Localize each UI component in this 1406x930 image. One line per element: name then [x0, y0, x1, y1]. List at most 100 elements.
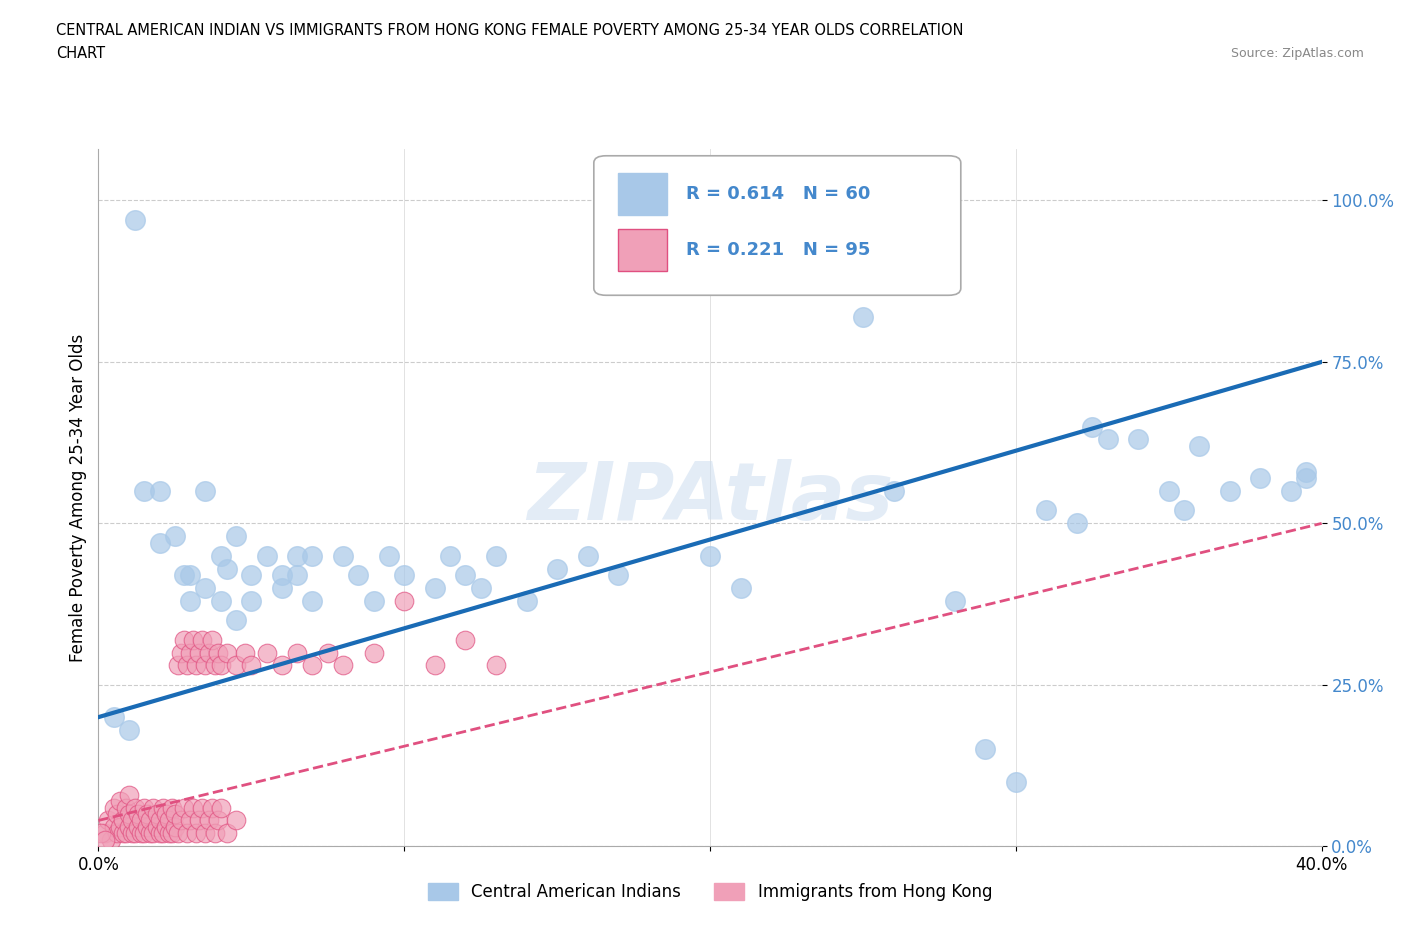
Point — [103, 819, 125, 834]
Point — [134, 800, 156, 815]
Point — [1188, 438, 1211, 453]
Point — [439, 549, 461, 564]
Point — [423, 580, 446, 595]
Point — [136, 806, 159, 821]
Point — [136, 819, 159, 834]
Point — [204, 826, 226, 841]
Point — [285, 567, 308, 582]
Point — [170, 813, 193, 828]
Point — [332, 549, 354, 564]
Point — [124, 826, 146, 841]
Point — [105, 826, 128, 841]
Point — [301, 658, 323, 673]
Point — [127, 806, 149, 821]
Point — [105, 806, 128, 821]
Point — [1249, 471, 1271, 485]
Point — [173, 800, 195, 815]
Point — [139, 826, 162, 841]
Point — [134, 484, 156, 498]
Point — [207, 645, 229, 660]
Point — [943, 593, 966, 608]
Text: Source: ZipAtlas.com: Source: ZipAtlas.com — [1230, 46, 1364, 60]
Point — [179, 567, 201, 582]
Point — [576, 549, 599, 564]
Point — [173, 567, 195, 582]
Point — [145, 819, 167, 834]
Point — [301, 593, 323, 608]
Point — [363, 593, 385, 608]
Point — [176, 826, 198, 841]
Point — [225, 658, 247, 673]
Point — [285, 549, 308, 564]
Y-axis label: Female Poverty Among 25-34 Year Olds: Female Poverty Among 25-34 Year Olds — [69, 334, 87, 661]
Point — [607, 567, 630, 582]
Point — [188, 645, 211, 660]
Point — [392, 593, 416, 608]
Point — [316, 645, 339, 660]
Point — [285, 645, 308, 660]
Point — [167, 658, 190, 673]
Point — [240, 658, 263, 673]
Point — [111, 813, 134, 828]
Point — [103, 710, 125, 724]
Point — [852, 310, 875, 325]
FancyBboxPatch shape — [619, 173, 668, 215]
Point — [225, 529, 247, 544]
Point — [454, 567, 477, 582]
Point — [204, 658, 226, 673]
Point — [163, 806, 186, 821]
Point — [209, 593, 232, 608]
Point — [90, 826, 112, 841]
Point — [111, 826, 134, 841]
Point — [167, 826, 190, 841]
Point — [142, 826, 165, 841]
Point — [423, 658, 446, 673]
Point — [108, 819, 131, 834]
Point — [1035, 503, 1057, 518]
Point — [194, 484, 217, 498]
Point — [100, 832, 122, 847]
Point — [142, 800, 165, 815]
Point — [215, 826, 238, 841]
Point — [179, 813, 201, 828]
Point — [454, 632, 477, 647]
Point — [155, 806, 177, 821]
Point — [186, 826, 208, 841]
Point — [118, 819, 141, 834]
Point — [1219, 484, 1241, 498]
Point — [160, 800, 183, 815]
Point — [378, 549, 401, 564]
Point — [485, 658, 508, 673]
Point — [179, 593, 201, 608]
Point — [332, 658, 354, 673]
Point — [157, 813, 180, 828]
Point — [134, 826, 156, 841]
Point — [215, 645, 238, 660]
Point — [974, 742, 997, 757]
Point — [155, 819, 177, 834]
Point — [240, 567, 263, 582]
Text: CHART: CHART — [56, 46, 105, 61]
Point — [200, 632, 222, 647]
Point — [160, 826, 183, 841]
Point — [127, 819, 149, 834]
Point — [157, 826, 180, 841]
Point — [1081, 419, 1104, 434]
Point — [270, 580, 292, 595]
Point — [209, 549, 232, 564]
Point — [97, 813, 120, 828]
Point — [103, 800, 125, 815]
Point — [1157, 484, 1180, 498]
Point — [209, 658, 232, 673]
Point — [470, 580, 492, 595]
Point — [115, 800, 138, 815]
Point — [546, 561, 568, 576]
Point — [1279, 484, 1302, 498]
Point — [699, 549, 721, 564]
Point — [191, 800, 214, 815]
Point — [129, 813, 152, 828]
Point — [173, 632, 195, 647]
Point — [118, 787, 141, 802]
Point — [181, 800, 204, 815]
Point — [145, 806, 167, 821]
